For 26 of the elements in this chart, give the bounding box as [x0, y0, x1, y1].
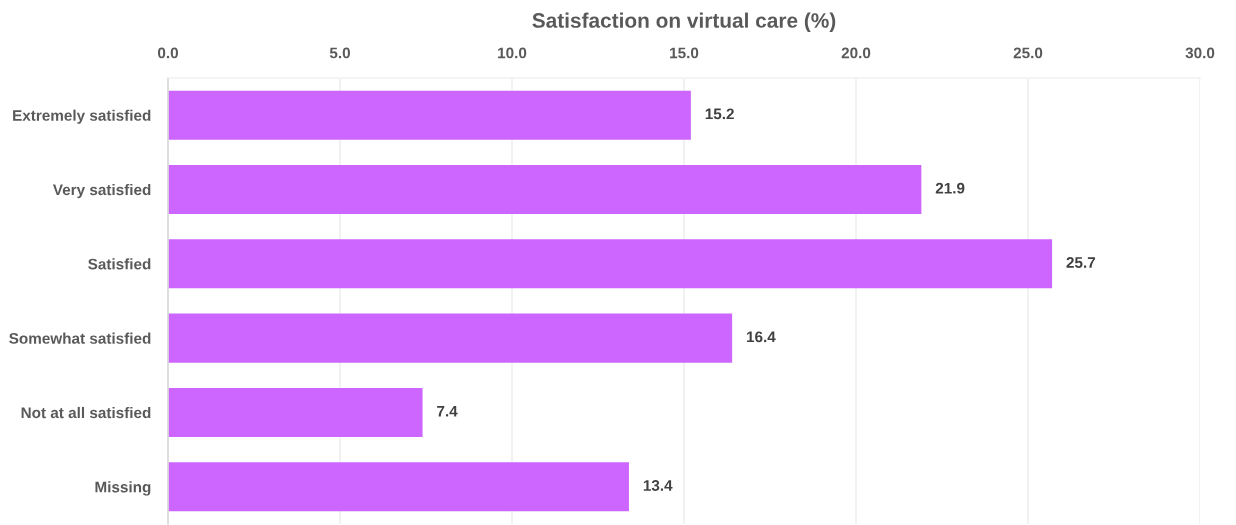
bar: [168, 90, 691, 140]
data-label: 13.4: [643, 480, 673, 491]
data-label: 21.9: [935, 182, 965, 194]
data-label: 7.4: [437, 405, 458, 417]
y-tick-label: Satisfied: [88, 258, 151, 270]
y-tick-label: Extremely satisfied: [13, 109, 151, 124]
data-label: 15.2: [705, 108, 734, 120]
bar: [168, 164, 922, 215]
y-tick-label: Missing: [95, 481, 151, 496]
x-tick-label: 30.0: [1185, 47, 1215, 59]
x-tick-label: 10.0: [498, 47, 527, 59]
bar: [168, 387, 423, 437]
bar: [168, 239, 1053, 289]
bar: [168, 313, 733, 363]
x-tick-label: 20.0: [841, 47, 871, 59]
y-tick-label: Not at all satisfied: [21, 406, 151, 419]
y-tick-label: Very satisfied: [52, 183, 151, 199]
data-label: 16.4: [747, 331, 776, 343]
x-tick-label: 0.0: [157, 47, 178, 59]
x-tick-label: 5.0: [329, 47, 350, 59]
x-axis-title: Satisfaction on virtual care (%): [532, 12, 836, 32]
x-tick-label: 15.0: [670, 47, 699, 59]
y-tick-label: Somewhat satisfied: [9, 332, 151, 344]
bar: [168, 462, 629, 512]
x-tick-label: 25.0: [1013, 47, 1043, 59]
data-label: 25.7: [1066, 257, 1096, 268]
